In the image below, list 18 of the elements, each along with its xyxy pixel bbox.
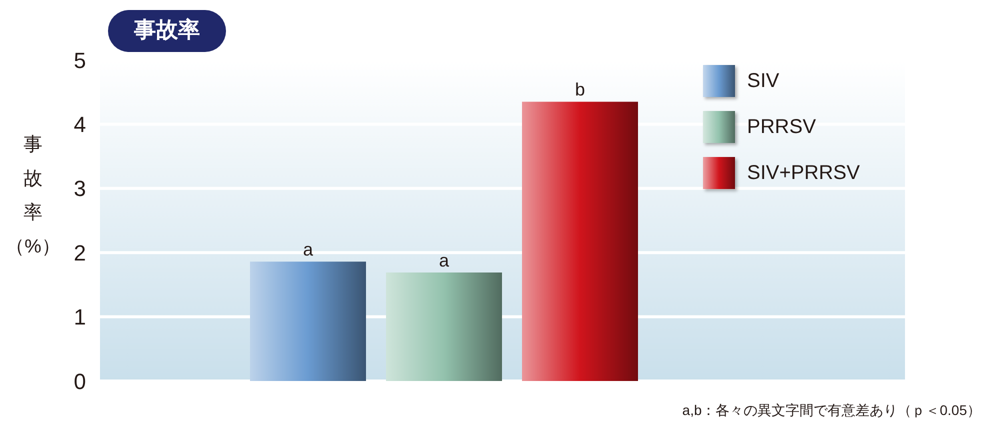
y-tick-label: 2 bbox=[74, 240, 86, 266]
annotation: a bbox=[438, 250, 450, 270]
text: a,b：各々の異文字間で有意差あり（ｐ＜0.05） bbox=[682, 402, 981, 420]
legend-label: PRRSV bbox=[747, 116, 816, 138]
y-tick-label: 5 bbox=[74, 48, 86, 73]
y-axis-title: 事故率（%） bbox=[6, 134, 60, 258]
legend-label: SIV+PRRSV bbox=[747, 162, 860, 184]
y-tick-label: 4 bbox=[74, 112, 86, 138]
bar bbox=[522, 102, 638, 381]
y-tick-label: 1 bbox=[74, 304, 86, 330]
y-tick-label: 0 bbox=[74, 368, 86, 394]
bar bbox=[386, 272, 502, 381]
annotation: a bbox=[302, 240, 314, 260]
annotation: b bbox=[574, 80, 586, 100]
bar bbox=[250, 262, 366, 381]
legend-label: SIV bbox=[747, 70, 780, 92]
chart-title: 事故率 bbox=[108, 10, 226, 52]
y-tick-label: 3 bbox=[74, 176, 86, 202]
